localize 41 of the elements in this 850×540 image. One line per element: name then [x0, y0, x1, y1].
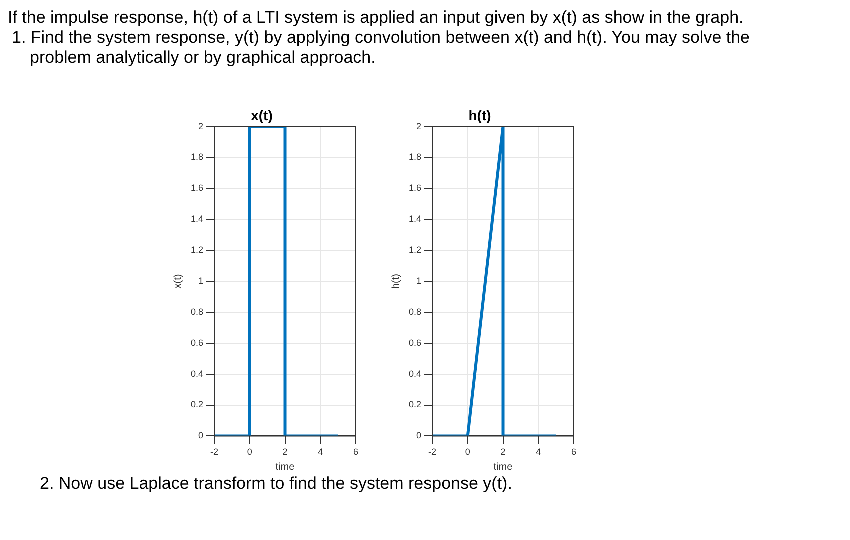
y-tick-label: 1.8: [190, 152, 204, 162]
y-tick-label: 0.2: [190, 400, 204, 410]
y-axis-title: h(t): [390, 274, 402, 289]
chart-title: h(t): [468, 107, 492, 124]
y-tick-label: 0.8: [190, 306, 204, 317]
x-tick-label: 4: [318, 447, 324, 458]
y-tick-label: 1: [198, 276, 204, 286]
x-tick-label: 4: [536, 447, 542, 458]
x-axis-title: time: [276, 462, 296, 473]
x-tick-label: 6: [571, 447, 577, 458]
y-tick-label: 0.2: [408, 400, 422, 410]
text: 2. Now use Laplace transform to find the system response y(t).: [40, 474, 514, 494]
y-axis-title: x(t): [172, 274, 184, 289]
y-tick-label: 1.6: [408, 183, 422, 194]
x-tick-label: 2: [282, 447, 288, 458]
x-tick-label: 0: [247, 447, 252, 458]
y-tick-label: 1.4: [408, 214, 422, 224]
y-tick-label: 1.2: [190, 245, 204, 256]
y-tick-label: 1.4: [190, 214, 204, 224]
x-tick-label: -2: [428, 447, 437, 458]
y-tick-label: 0.6: [190, 338, 204, 348]
y-tick-label: 2: [416, 121, 422, 132]
x-tick-label: 2: [500, 447, 506, 458]
chart-title: x(t): [251, 107, 273, 124]
y-tick-label: 0.4: [408, 368, 422, 379]
y-tick-label: 1.8: [408, 152, 422, 162]
x-axis-title: time: [494, 462, 514, 473]
text: 1. Find the system response, y(t) by applying convolution between x(t) and h(t). You may solve the problem analytically or by graphical approach.: [11, 28, 751, 68]
text: If the impulse response, h(t) of a LTI system is applied an input given by x(t) as show in the graph.: [8, 8, 745, 28]
y-tick-label: 0: [416, 430, 422, 441]
y-tick-label: 0: [198, 430, 204, 441]
y-tick-label: 2: [198, 121, 204, 132]
y-tick-label: 0.8: [408, 306, 422, 317]
y-tick-label: 0.6: [408, 338, 422, 348]
y-tick-label: 1.2: [408, 245, 422, 256]
x-tick-label: 0: [465, 447, 470, 458]
y-tick-label: 0.4: [190, 368, 204, 379]
x-tick-label: -2: [210, 447, 219, 458]
y-tick-label: 1.6: [190, 183, 204, 194]
y-tick-label: 1: [416, 276, 422, 286]
x-tick-label: 6: [353, 447, 359, 458]
